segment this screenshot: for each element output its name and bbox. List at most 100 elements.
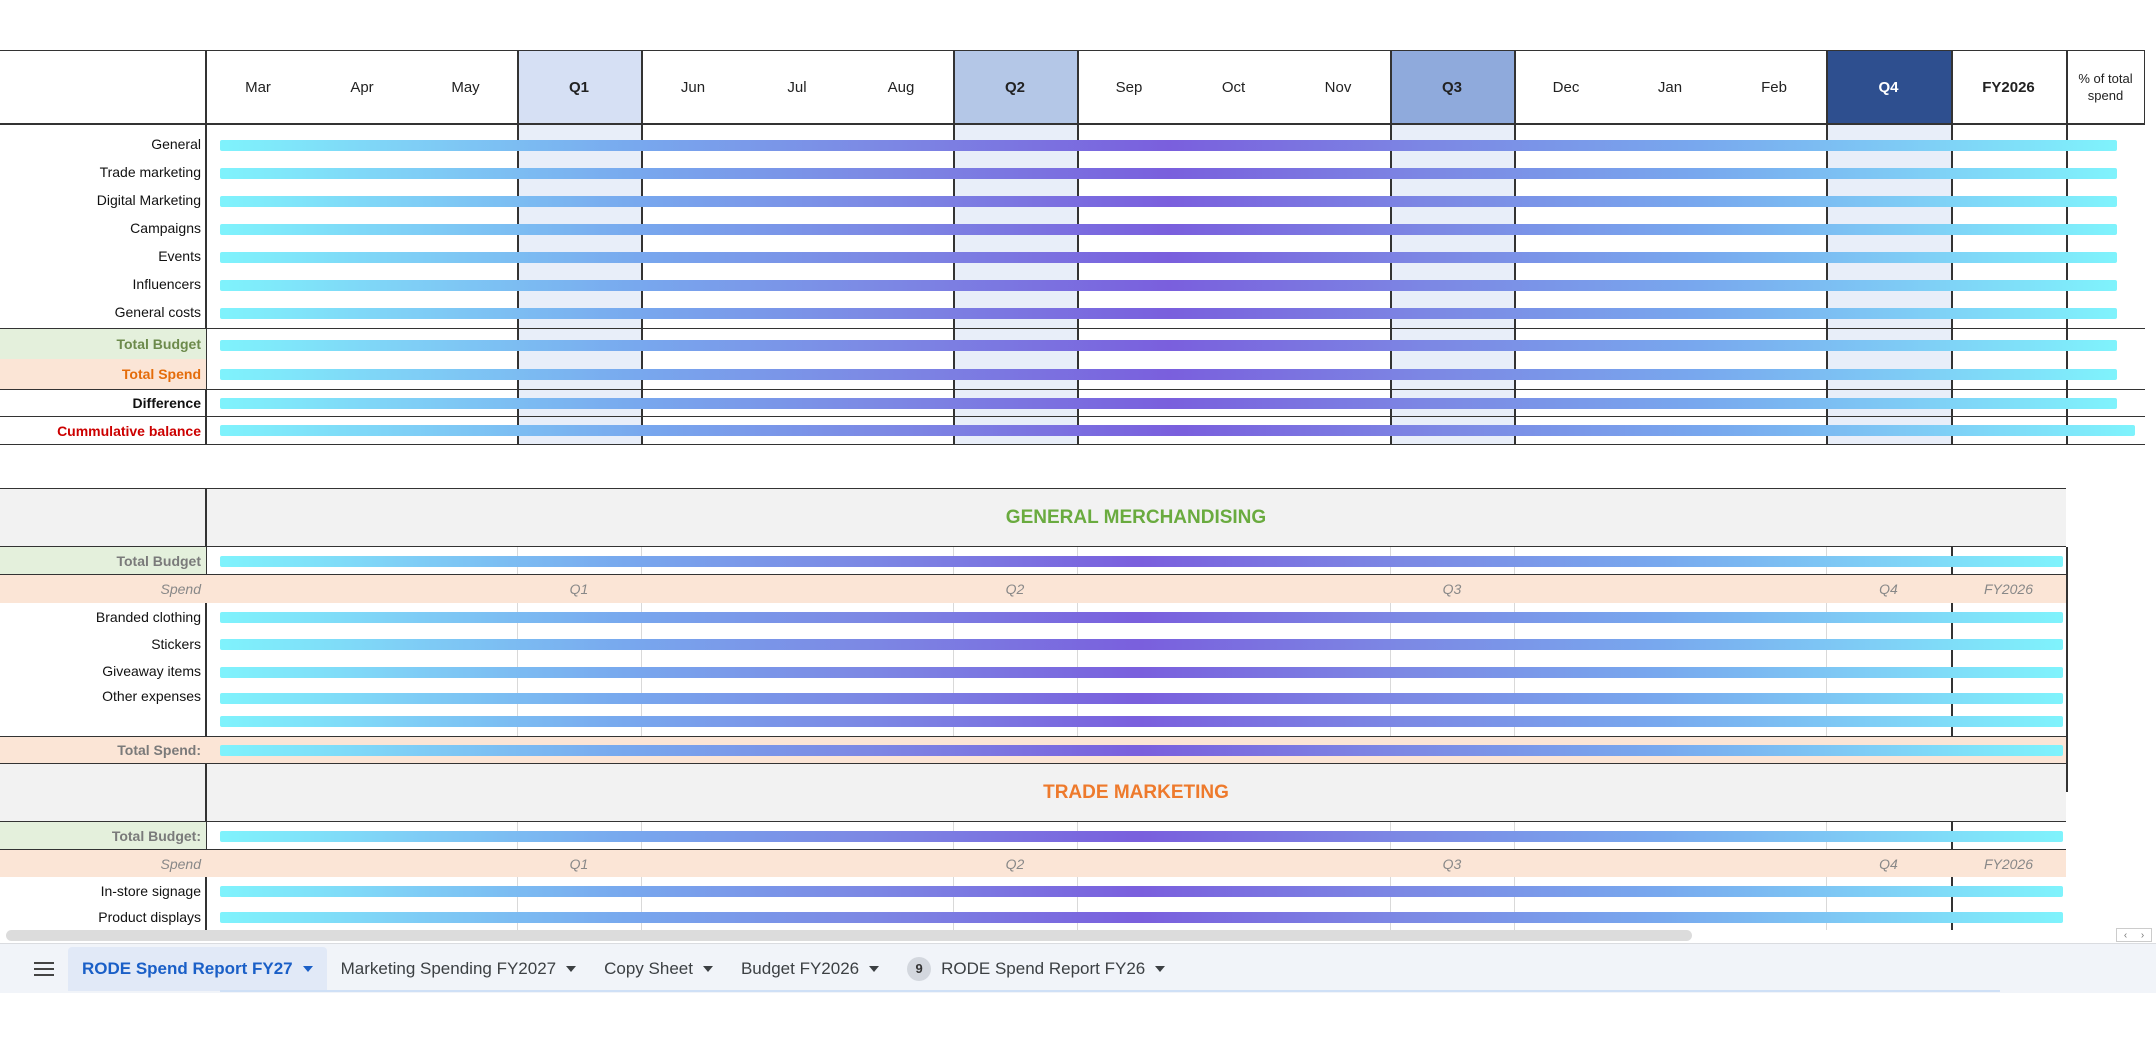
redacted-bar bbox=[220, 612, 2063, 623]
redacted-bar bbox=[220, 398, 2117, 409]
gm-total-budget[interactable]: Total Budget bbox=[0, 547, 2066, 575]
header-jun[interactable]: Jun bbox=[680, 78, 706, 96]
redacted-bar bbox=[220, 556, 2063, 567]
chevron-down-icon[interactable] bbox=[566, 965, 577, 972]
redacted-bar bbox=[220, 425, 2135, 436]
row-label: Giveaway items bbox=[102, 662, 201, 679]
grid-line bbox=[1951, 50, 1953, 445]
chevron-down-icon[interactable] bbox=[702, 965, 713, 972]
chevron-down-icon[interactable] bbox=[302, 965, 313, 972]
gm-q3: Q3 bbox=[1442, 581, 1462, 597]
summary-row-general[interactable]: General bbox=[0, 130, 2145, 158]
header-dec[interactable]: Dec bbox=[1552, 78, 1580, 96]
redacted-bar bbox=[220, 745, 2063, 756]
header-jan[interactable]: Jan bbox=[1657, 78, 1683, 96]
redacted-bar bbox=[220, 168, 2117, 179]
trade-marketing-title: TRADE MARKETING bbox=[1043, 781, 1229, 803]
grid-line bbox=[641, 50, 643, 445]
grid-line bbox=[2066, 547, 2068, 792]
row-label: Digital Marketing bbox=[96, 192, 201, 208]
tab-budget-fy2026[interactable]: Budget FY2026 bbox=[727, 947, 893, 991]
summary-row-events[interactable]: Events bbox=[0, 242, 2145, 270]
redacted-bar bbox=[220, 667, 2063, 678]
tm-row-product-displays[interactable]: Product displays bbox=[0, 904, 2145, 930]
tab-label: RODE Spend Report FY27 bbox=[82, 958, 293, 978]
summary-difference[interactable]: Difference bbox=[0, 389, 2145, 417]
header-q4[interactable]: Q4 bbox=[1826, 51, 1951, 123]
header-may[interactable]: May bbox=[451, 78, 480, 96]
summary-cumulative[interactable]: Cummulative balance bbox=[0, 417, 2145, 445]
scroll-left-icon[interactable]: ‹ bbox=[2123, 929, 2128, 941]
redacted-bar bbox=[220, 340, 2117, 351]
header-q1[interactable]: Q1 bbox=[517, 51, 641, 123]
grid-line bbox=[1077, 50, 1079, 445]
grid-line bbox=[205, 764, 207, 821]
summary-total-spend[interactable]: Total Spend bbox=[0, 359, 2145, 389]
summary-row-campaigns[interactable]: Campaigns bbox=[0, 214, 2145, 242]
tab-rode-spend-report-fy26[interactable]: 9 RODE Spend Report FY26 bbox=[893, 947, 1179, 991]
gm-q2: Q2 bbox=[1005, 581, 1025, 597]
redacted-bar bbox=[220, 693, 2063, 704]
header-sep[interactable]: Sep bbox=[1115, 78, 1143, 96]
gm-q1: Q1 bbox=[569, 581, 589, 597]
tm-row-in-store-signage[interactable]: In-store signage bbox=[0, 877, 2145, 904]
chevron-down-icon[interactable] bbox=[1155, 965, 1166, 972]
header-mar[interactable]: Mar bbox=[245, 78, 271, 96]
redacted-bar bbox=[220, 369, 2117, 380]
row-label: Total Budget bbox=[0, 547, 206, 574]
row-label: Total Budget: bbox=[0, 822, 206, 849]
horizontal-scrollbar[interactable] bbox=[6, 930, 1692, 941]
redacted-bar bbox=[220, 639, 2063, 650]
tab-marketing-spending-fy2027[interactable]: Marketing Spending FY2027 bbox=[327, 947, 590, 991]
spreadsheet-grid[interactable]: Mar Apr May Q1 Jun Jul Aug Q2 Sep Oct No… bbox=[0, 50, 2145, 930]
summary-row-digital-marketing[interactable]: Digital Marketing bbox=[0, 186, 2145, 214]
summary-row-influencers[interactable]: Influencers bbox=[0, 270, 2145, 298]
chevron-down-icon[interactable] bbox=[869, 965, 880, 972]
general-merch-header[interactable]: GENERAL MERCHANDISING bbox=[0, 488, 2066, 547]
trade-marketing-header[interactable]: TRADE MARKETING bbox=[0, 764, 2066, 822]
header-nov[interactable]: Nov bbox=[1324, 78, 1352, 96]
redacted-bar bbox=[220, 140, 2117, 151]
grid-line bbox=[205, 50, 207, 445]
gm-spend-row[interactable]: Spend Q1 Q2 Q3 Q4 FY2026 bbox=[0, 575, 2066, 603]
tab-label: Budget FY2026 bbox=[740, 958, 860, 978]
header-oct[interactable]: Oct bbox=[1221, 78, 1246, 96]
header-apr[interactable]: Apr bbox=[350, 78, 374, 96]
summary-row-trade-marketing[interactable]: Trade marketing bbox=[0, 158, 2145, 186]
redacted-bar bbox=[220, 280, 2117, 291]
row-label: Other expenses bbox=[102, 688, 201, 704]
redacted-bar bbox=[220, 886, 2063, 897]
header-fy2026[interactable]: FY2026 bbox=[1982, 78, 2035, 96]
tab-label: RODE Spend Report FY26 bbox=[941, 958, 1146, 978]
header-feb[interactable]: Feb bbox=[1761, 78, 1787, 96]
summary-total-budget[interactable]: Total Budget bbox=[0, 328, 2145, 359]
scroll-right-icon[interactable]: › bbox=[2140, 929, 2145, 941]
header-q2[interactable]: Q2 bbox=[953, 51, 1077, 123]
gm-row-branded-clothing[interactable]: Branded clothing bbox=[0, 603, 2145, 630]
gm-row-empty[interactable] bbox=[0, 708, 2145, 732]
header-pct-total[interactable]: % of total spend bbox=[2066, 51, 2145, 123]
tm-q4: Q4 bbox=[1879, 855, 1898, 872]
scroll-arrows[interactable]: ‹ › bbox=[2116, 928, 2152, 942]
header-q3[interactable]: Q3 bbox=[1390, 51, 1514, 123]
gm-total-spend[interactable]: Total Spend: bbox=[0, 736, 2066, 764]
general-merch-title: GENERAL MERCHANDISING bbox=[1005, 506, 1267, 528]
header-aug[interactable]: Aug bbox=[887, 78, 915, 96]
summary-row-general-costs[interactable]: General costs bbox=[0, 298, 2145, 326]
row-label: Trade marketing bbox=[99, 164, 201, 180]
tab-label: Copy Sheet bbox=[604, 958, 693, 978]
tm-total-budget[interactable]: Total Budget: bbox=[0, 822, 2066, 850]
redacted-bar bbox=[220, 831, 2063, 842]
header-jul[interactable]: Jul bbox=[787, 78, 807, 96]
all-sheets-menu-icon[interactable] bbox=[34, 961, 54, 976]
tm-q2: Q2 bbox=[1005, 855, 1025, 872]
tab-rode-spend-report-fy27[interactable]: RODE Spend Report FY27 bbox=[68, 946, 327, 991]
row-label: Events bbox=[158, 248, 201, 264]
redacted-bar bbox=[220, 912, 2063, 923]
tab-copy-sheet[interactable]: Copy Sheet bbox=[590, 947, 727, 991]
tm-fy2026: FY2026 bbox=[1983, 855, 2034, 872]
tm-spend-row[interactable]: Spend Q1 Q2 Q3 Q4 FY2026 bbox=[0, 850, 2066, 877]
gm-row-other-expenses[interactable]: Other expenses bbox=[0, 684, 2145, 708]
gm-row-stickers[interactable]: Stickers bbox=[0, 630, 2145, 657]
gm-row-giveaway[interactable]: Giveaway items bbox=[0, 657, 2145, 684]
